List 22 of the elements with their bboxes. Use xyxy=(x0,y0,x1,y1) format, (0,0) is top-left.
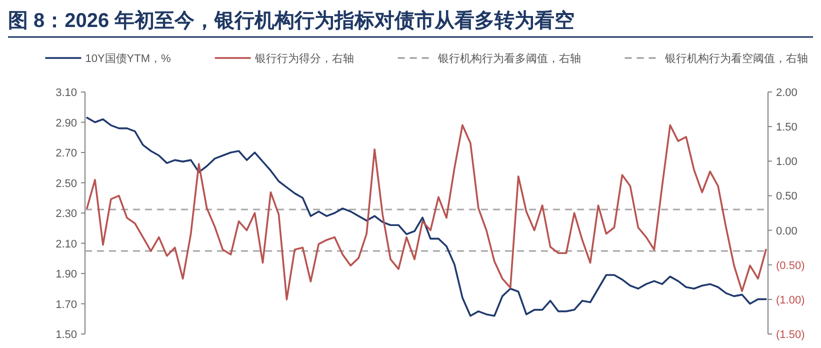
y2-tick-label: 1.00 xyxy=(776,156,798,168)
y-tick-label: 3.10 xyxy=(56,87,77,99)
y-tick-label: 1.70 xyxy=(56,298,77,311)
legend-label: 银行行为得分，右轴 xyxy=(254,52,354,65)
y2-tick-label: 0.00 xyxy=(776,225,798,238)
y2-tick-label: 0.50 xyxy=(776,190,798,203)
y-tick-label: 1.50 xyxy=(56,329,77,341)
y-tick-label: 2.10 xyxy=(56,238,77,250)
legend-label: 银行机构行为看空阈值，右轴 xyxy=(664,52,808,65)
chart-title: 图 8：2026 年初至今，银行机构行为指标对债市从看多转为看空 xyxy=(8,9,575,32)
y-tick-label: 2.90 xyxy=(56,117,77,130)
y2-tick-label: (0.50) xyxy=(776,260,805,272)
legend-label: 银行机构行为看多阈值，右轴 xyxy=(436,52,581,65)
y2-tick-label: (1.50) xyxy=(776,329,805,341)
y-tick-label: 1.90 xyxy=(56,268,77,280)
y-tick-label: 2.50 xyxy=(56,178,77,190)
y-tick-label: 2.30 xyxy=(56,208,77,220)
y-tick-label: 2.70 xyxy=(56,148,77,160)
y2-tick-label: 1.50 xyxy=(776,122,798,134)
legend-label: 10Y国债YTM，% xyxy=(85,53,171,65)
y2-tick-label: 2.00 xyxy=(776,87,798,99)
y2-tick-label: (1.00) xyxy=(776,294,805,306)
